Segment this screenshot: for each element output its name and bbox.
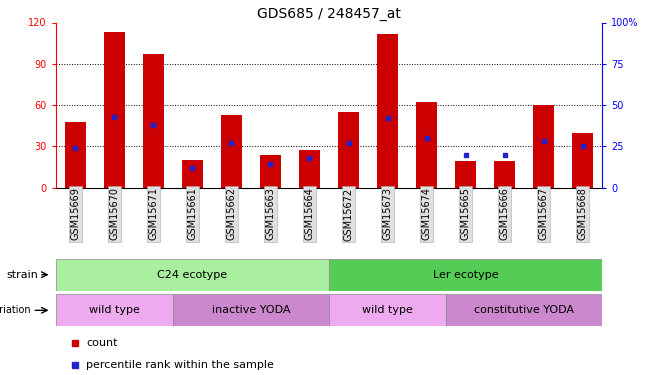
Bar <box>104 32 125 188</box>
Text: count: count <box>86 338 118 348</box>
Bar <box>338 112 359 188</box>
Text: wild type: wild type <box>89 305 140 315</box>
Text: GSM15670: GSM15670 <box>109 188 120 240</box>
Bar <box>533 105 554 188</box>
Title: GDS685 / 248457_at: GDS685 / 248457_at <box>257 8 401 21</box>
Text: genotype/variation: genotype/variation <box>0 305 31 315</box>
Text: GSM15664: GSM15664 <box>305 188 315 240</box>
Bar <box>220 115 242 188</box>
Bar <box>182 160 203 188</box>
Bar <box>143 54 164 188</box>
Text: GSM15667: GSM15667 <box>538 188 549 240</box>
Bar <box>329 259 602 291</box>
Bar <box>56 294 173 326</box>
Text: GSM15663: GSM15663 <box>265 188 276 240</box>
Text: GSM15672: GSM15672 <box>343 188 353 241</box>
Text: GSM15669: GSM15669 <box>70 188 80 240</box>
Text: GSM15665: GSM15665 <box>461 188 470 240</box>
Text: GSM15674: GSM15674 <box>422 188 432 240</box>
Bar <box>446 294 602 326</box>
Text: GSM15668: GSM15668 <box>578 188 588 240</box>
Bar <box>572 132 594 188</box>
Text: wild type: wild type <box>362 305 413 315</box>
Text: GSM15661: GSM15661 <box>188 188 197 240</box>
Bar <box>260 154 281 188</box>
Text: strain: strain <box>6 270 38 280</box>
Bar <box>377 33 398 188</box>
Bar <box>455 161 476 188</box>
Text: inactive YODA: inactive YODA <box>212 305 290 315</box>
Text: percentile rank within the sample: percentile rank within the sample <box>86 360 274 370</box>
Text: GSM15662: GSM15662 <box>226 188 236 240</box>
Bar <box>299 150 320 188</box>
Bar <box>329 294 446 326</box>
Bar <box>494 161 515 188</box>
Bar <box>64 122 86 188</box>
Bar <box>416 102 438 188</box>
Text: GSM15666: GSM15666 <box>499 188 509 240</box>
Text: Ler ecotype: Ler ecotype <box>433 270 498 280</box>
Text: C24 ecotype: C24 ecotype <box>157 270 228 280</box>
Bar <box>56 259 329 291</box>
Bar <box>173 294 329 326</box>
Text: GSM15671: GSM15671 <box>149 188 159 240</box>
Text: constitutive YODA: constitutive YODA <box>474 305 574 315</box>
Text: GSM15673: GSM15673 <box>382 188 393 240</box>
